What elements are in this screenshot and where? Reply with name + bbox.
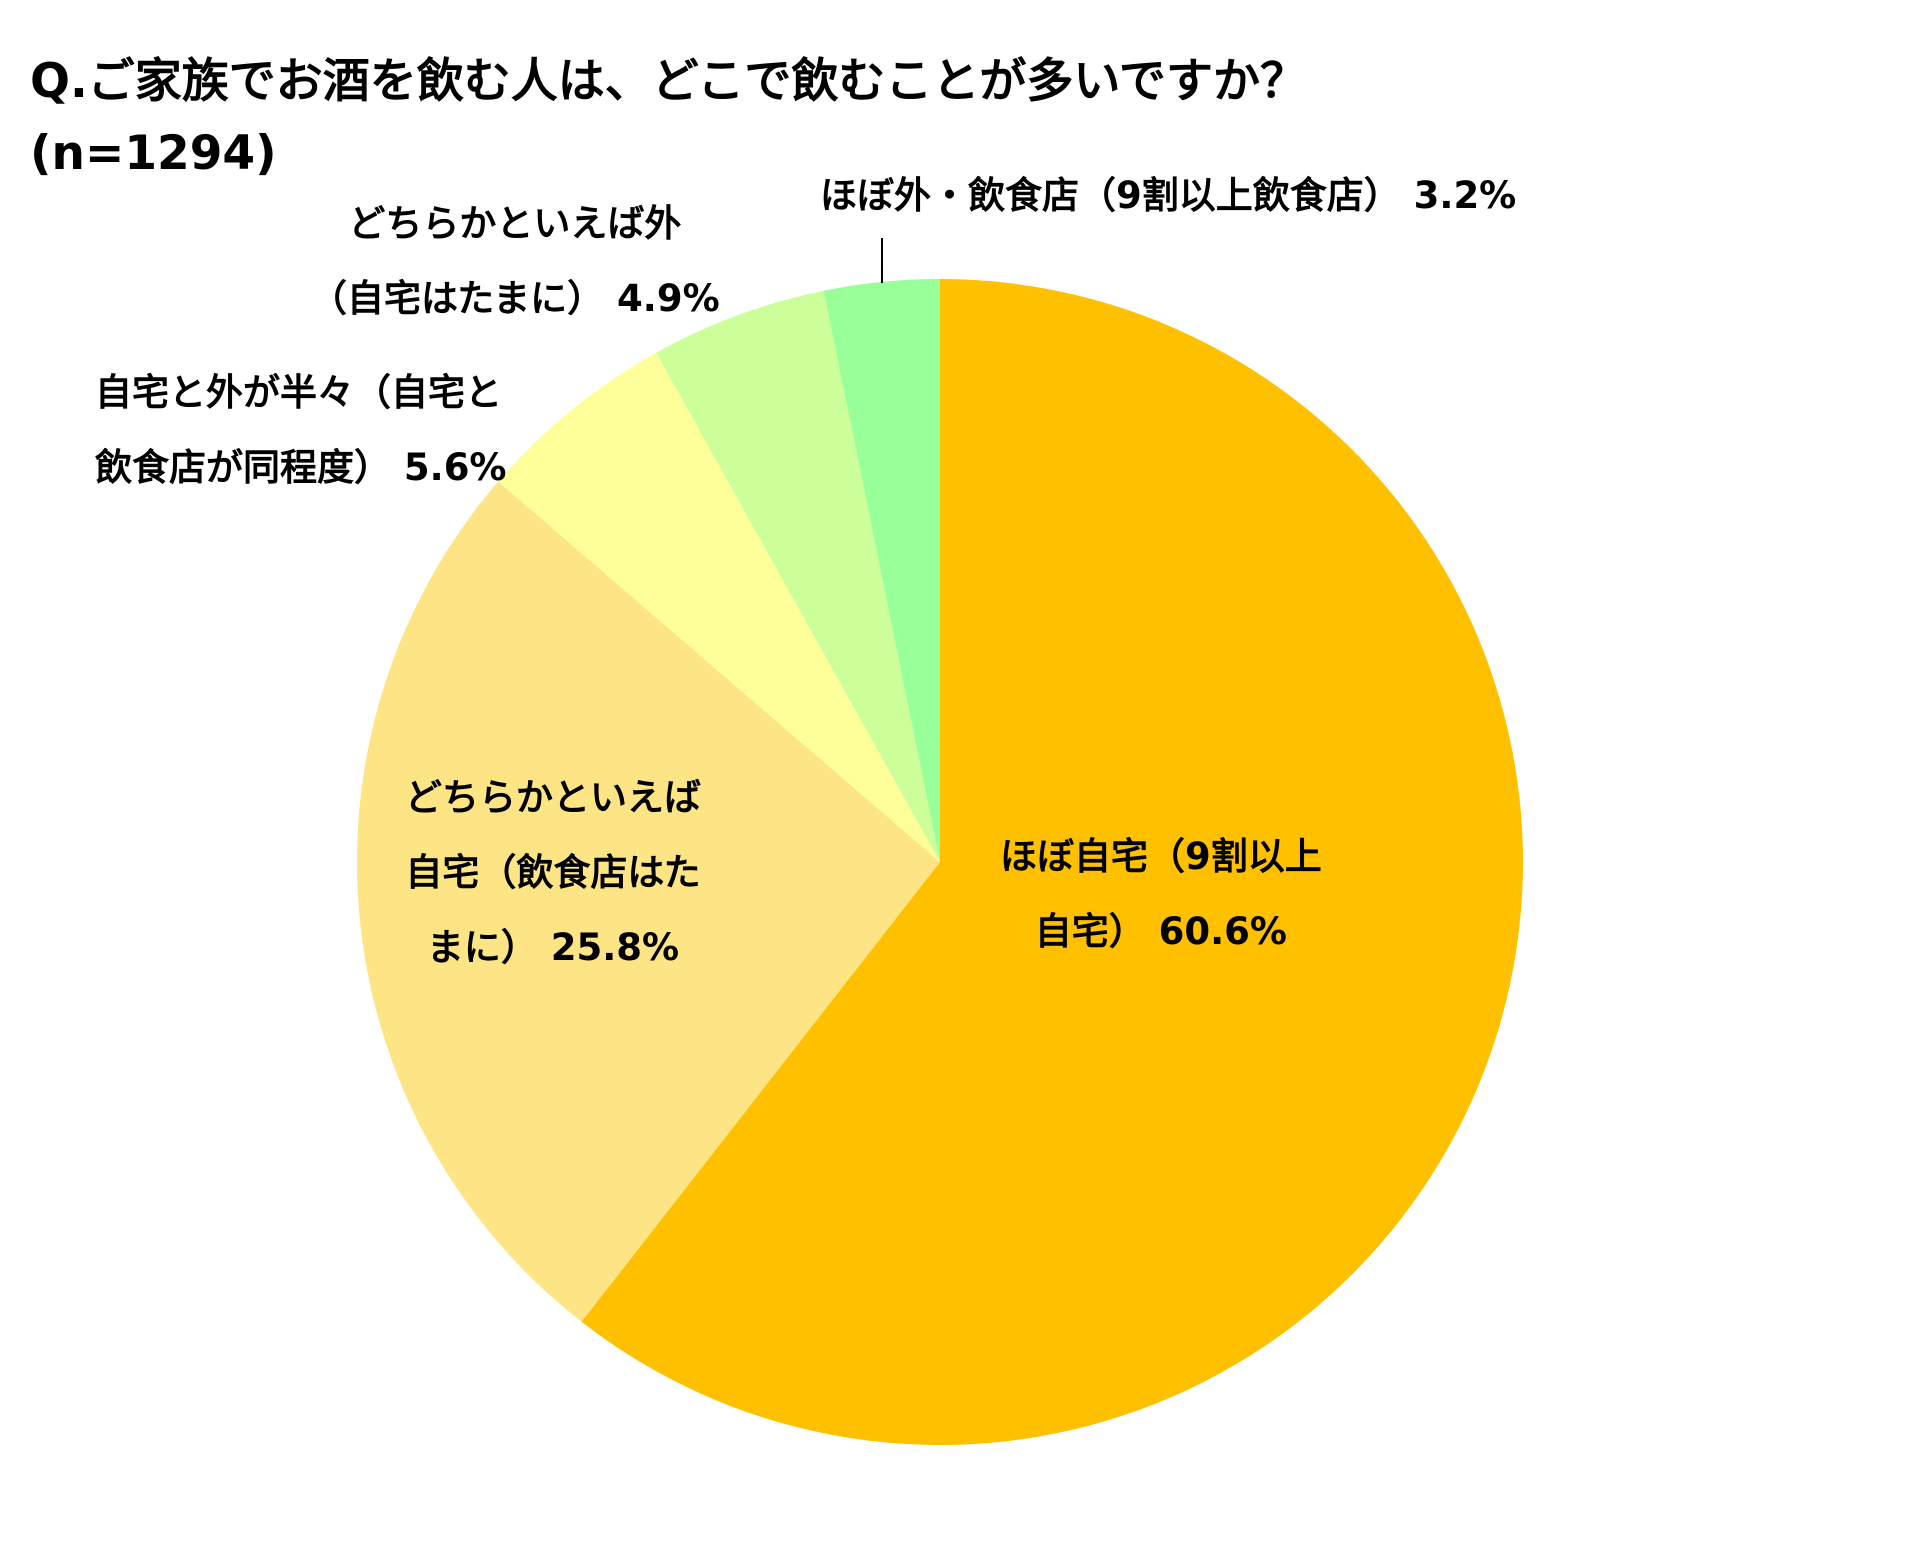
pie-slice-rather-outside: [656, 290, 940, 863]
pie-slice-rather-home: [356, 481, 940, 1322]
slice-label-line: 飲食店が同程度） 5.6%: [95, 446, 507, 489]
slice-label-line: どちらかといえば: [405, 776, 701, 819]
pie-slice-mostly-outside: [823, 279, 940, 862]
slice-label-line: （自宅はたまに） 4.9%: [310, 277, 720, 320]
pie-slice-mostly-home: [581, 279, 1523, 1445]
slice-label-rather-home: どちらかといえば 自宅（飲食店はた まに） 25.8%: [405, 760, 701, 985]
chart-subtitle: (n=1294): [30, 126, 277, 181]
pie-slice-half-half: [498, 352, 940, 862]
slice-label-line: 自宅） 60.6%: [1034, 910, 1287, 953]
chart-title-text: Q.ご家族でお酒を飲む人は、どこで飲むことが多いですか？: [30, 54, 1307, 109]
slice-label-mostly-outside: ほぼ外・飲食店（9割以上飲食店） 3.2%: [820, 158, 1516, 233]
slice-label-line: 自宅と外が半々（自宅と: [95, 371, 502, 414]
chart-title: Q.ご家族でお酒を飲む人は、どこで飲むことが多いですか？ (n=1294): [30, 46, 1307, 190]
slice-label-line: まに） 25.8%: [426, 926, 680, 969]
slice-label-rather-outside: どちらかといえば外 （自宅はたまに） 4.9%: [310, 186, 720, 336]
slice-label-line: ほぼ外・飲食店（9割以上飲食店） 3.2%: [820, 174, 1517, 217]
slice-label-line: どちらかといえば外: [348, 202, 682, 245]
slice-label-line: ほぼ自宅（9割以上: [1000, 835, 1322, 878]
slice-label-mostly-home: ほぼ自宅（9割以上 自宅） 60.6%: [1000, 819, 1322, 969]
slice-label-half-half: 自宅と外が半々（自宅と 飲食店が同程度） 5.6%: [95, 355, 507, 505]
slice-label-line: 自宅（飲食店はた: [405, 851, 701, 894]
